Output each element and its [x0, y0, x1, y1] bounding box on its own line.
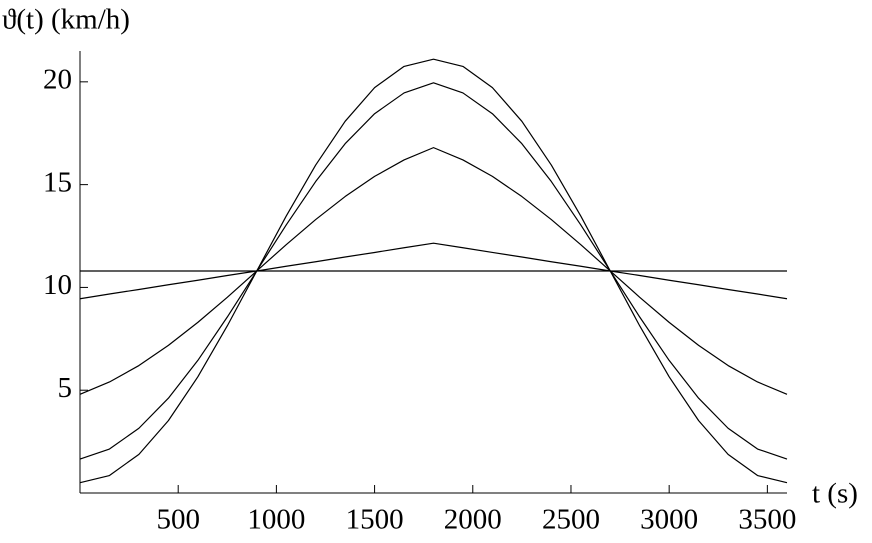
- y-tick-label: 20: [43, 63, 72, 95]
- x-axis-label: t (s): [812, 478, 858, 510]
- x-tick-label: 2500: [542, 504, 600, 536]
- y-axis-label: ϑ(t) (km/h): [2, 4, 130, 36]
- y-tick-label: 5: [58, 372, 73, 404]
- x-tick-label: 1500: [346, 504, 404, 536]
- x-tick-label: 500: [156, 504, 200, 536]
- line-series: [79, 58, 788, 484]
- x-tick-label: 3000: [640, 504, 698, 536]
- y-tick-label: 15: [43, 166, 72, 198]
- line-series: [79, 242, 788, 300]
- x-tick-label: 3500: [738, 504, 796, 536]
- x-tick-label: 2000: [444, 504, 502, 536]
- line-series: [79, 147, 788, 395]
- line-series: [79, 82, 788, 460]
- y-tick-label: 10: [43, 269, 72, 301]
- x-tick-label: 1000: [247, 504, 305, 536]
